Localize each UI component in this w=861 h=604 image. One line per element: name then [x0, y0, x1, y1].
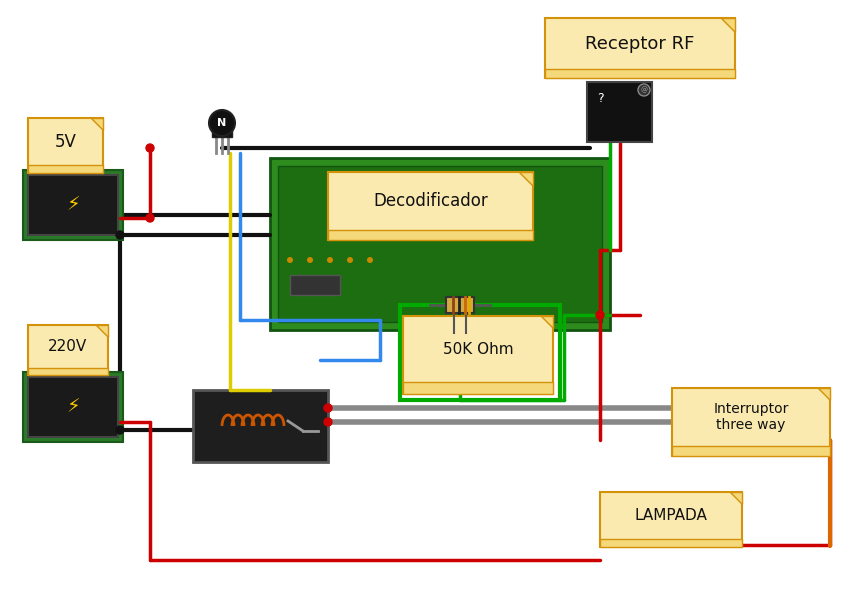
Bar: [23, 372, 123, 442]
Circle shape: [307, 257, 313, 263]
Bar: [544, 18, 734, 78]
Text: LAMPADA: LAMPADA: [634, 508, 707, 523]
Polygon shape: [817, 388, 829, 400]
Bar: [212, 123, 232, 137]
Text: 220V: 220V: [48, 339, 88, 354]
Bar: [28, 325, 108, 375]
Text: ⚡: ⚡: [66, 196, 80, 214]
Bar: [445, 297, 474, 313]
Polygon shape: [96, 325, 108, 337]
Circle shape: [116, 426, 124, 434]
Bar: [672, 388, 829, 456]
Circle shape: [595, 311, 604, 319]
Text: @: @: [640, 87, 647, 93]
Text: ⚡: ⚡: [66, 397, 80, 417]
Polygon shape: [541, 316, 553, 328]
Bar: [278, 166, 601, 322]
Bar: [28, 118, 102, 173]
Bar: [403, 316, 553, 394]
Circle shape: [347, 257, 353, 263]
Circle shape: [637, 84, 649, 96]
Circle shape: [146, 214, 154, 222]
Circle shape: [324, 418, 331, 426]
Bar: [28, 377, 118, 437]
Bar: [28, 165, 102, 173]
Circle shape: [208, 110, 235, 136]
Circle shape: [146, 144, 154, 152]
Circle shape: [367, 257, 373, 263]
Bar: [599, 492, 741, 547]
Polygon shape: [91, 118, 102, 130]
Circle shape: [326, 257, 332, 263]
Text: Interruptor
three way: Interruptor three way: [713, 402, 788, 432]
Bar: [269, 158, 610, 330]
Polygon shape: [518, 172, 532, 186]
Bar: [23, 170, 123, 240]
Bar: [544, 69, 734, 78]
Circle shape: [116, 231, 124, 239]
Bar: [28, 367, 108, 375]
Bar: [193, 390, 328, 462]
Bar: [289, 275, 339, 295]
Bar: [328, 230, 532, 240]
Text: ?: ?: [597, 92, 603, 105]
Bar: [672, 446, 829, 456]
Circle shape: [324, 404, 331, 412]
Bar: [403, 382, 553, 394]
Bar: [400, 305, 560, 400]
Bar: [28, 175, 118, 235]
Bar: [328, 172, 532, 240]
Text: 5V: 5V: [54, 133, 77, 150]
Text: Receptor RF: Receptor RF: [585, 35, 694, 53]
Bar: [586, 82, 651, 142]
Text: Decodificador: Decodificador: [373, 192, 487, 210]
Polygon shape: [729, 492, 741, 504]
Text: 50K Ohm: 50K Ohm: [443, 342, 512, 357]
Circle shape: [287, 257, 293, 263]
Text: N: N: [217, 118, 226, 128]
Bar: [599, 539, 741, 547]
Polygon shape: [720, 18, 734, 32]
